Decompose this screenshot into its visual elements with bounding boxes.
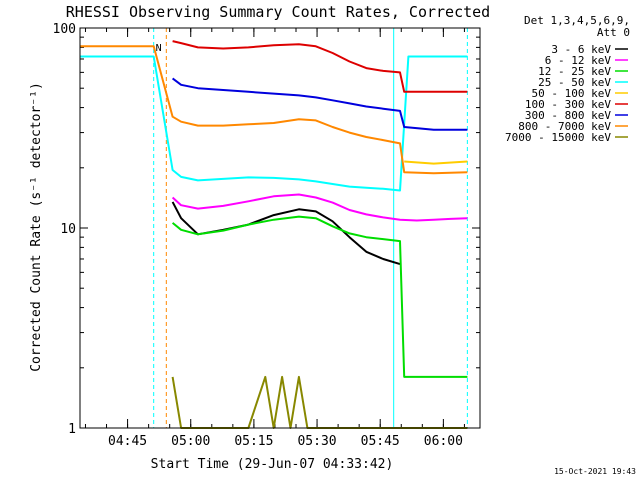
y-tick-labels: 100 10 1 (53, 22, 76, 437)
y-axis-label: Corrected Count Rate (s⁻¹ detector⁻¹) (29, 82, 44, 372)
series-lines (80, 40, 468, 429)
x-axis-label: Start Time (29-Jun-07 04:33:42) (151, 457, 394, 472)
x-tick-label: 04:45 (108, 434, 147, 449)
series-line-7 (80, 45, 468, 175)
x-tick-label: 05:30 (297, 434, 336, 449)
series-line-1 (171, 193, 468, 222)
legend-label: 7000 - 15000 keV (505, 131, 611, 144)
chart-title: RHESSI Observing Summary Count Rates, Co… (66, 3, 490, 21)
series-line-2 (171, 215, 468, 378)
series-line-3 (80, 55, 468, 192)
x-tick-label: 06:00 (424, 434, 463, 449)
series-line-4 (404, 160, 468, 165)
legend-label: 25 - 50 keV (538, 76, 611, 89)
legend-header-line-1: Det 1,3,4,5,6,9, (524, 14, 630, 27)
y-tick-label: 10 (60, 222, 76, 237)
footer-timestamp: 15-Oct-2021 19:43 (554, 467, 636, 476)
x-tick-label: 05:45 (361, 434, 400, 449)
series-line-5 (172, 40, 468, 93)
series-line-6 (171, 77, 468, 131)
legend-label: 6 - 12 keV (545, 54, 612, 67)
y-tick-label: 1 (68, 422, 76, 437)
legend-label: 100 - 300 keV (525, 98, 611, 111)
legend-label: 50 - 100 keV (532, 87, 612, 100)
legend-label: 3 - 6 keV (551, 43, 611, 56)
legend-label: 12 - 25 keV (538, 65, 611, 78)
legend-label: 800 - 7000 keV (518, 120, 611, 133)
plot-frame (79, 27, 481, 429)
x-tick-label: 05:15 (234, 434, 273, 449)
x-tick-label: 05:00 (171, 434, 210, 449)
legend-label: 300 - 800 keV (525, 109, 611, 122)
legend-header-line-2: Att 0 (597, 26, 630, 39)
marker-label: N (156, 43, 162, 54)
x-tick-labels: 04:45 05:00 05:15 05:30 05:45 06:00 (108, 434, 463, 449)
y-tick-label: 100 (53, 22, 76, 37)
